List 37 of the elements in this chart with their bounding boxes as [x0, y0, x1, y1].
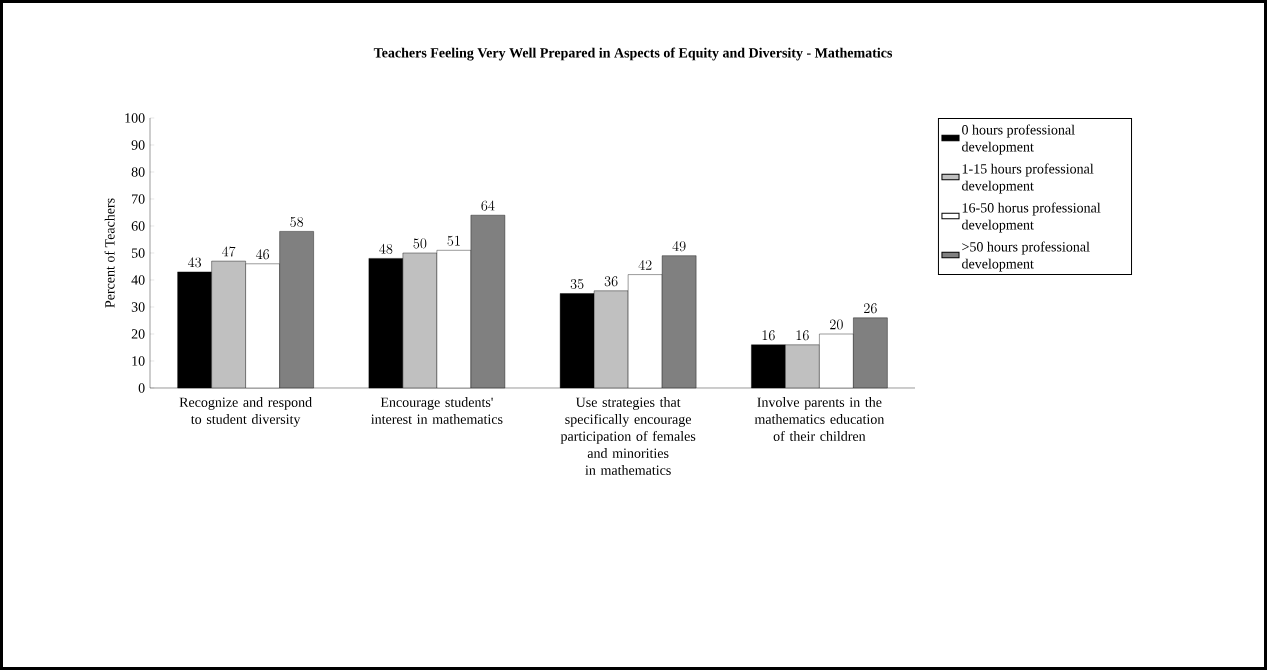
x-tick-label: Use strategies that specifically encourage participation of females and minorities in mathematics	[560, 397, 696, 475]
y-tick-label: 40	[131, 275, 145, 285]
y-tick-label: 60	[131, 221, 145, 231]
y-axis-title: Percent of Teachers	[104, 198, 115, 308]
y-tick-label: 50	[131, 248, 145, 258]
x-tick-label: Encourage students' interest in mathematics	[371, 397, 503, 424]
y-tick-label: 100	[125, 113, 145, 123]
y-tick-label: 0	[138, 383, 145, 393]
x-tick-label: Involve parents in the mathematics education of their children	[754, 397, 885, 441]
data-label: 20	[830, 319, 843, 330]
y-tick-label: 30	[131, 302, 145, 312]
y-tick-label: 10	[132, 356, 145, 366]
y-tick-label: 20	[131, 329, 145, 339]
data-label: 36	[604, 276, 618, 287]
data-label: 64	[481, 200, 495, 211]
x-tick-label: Recognize and respond to student diversity	[179, 397, 312, 427]
chart-title: Teachers Feeling Very Well Prepared in Aspects of Equity and Diversity - Mathematics	[373, 47, 893, 61]
data-label: 16	[796, 330, 809, 341]
data-label: 42	[638, 260, 652, 270]
legend-label: >50 hours professional development	[962, 241, 1090, 272]
data-label: 51	[447, 235, 460, 246]
data-label: 46	[255, 249, 270, 260]
data-label: 16	[762, 330, 775, 341]
data-label: 26	[864, 303, 877, 314]
y-tick-label: 80	[131, 167, 145, 177]
y-tick-label: 70	[132, 194, 145, 204]
data-label: 47	[221, 246, 236, 257]
data-label: 58	[290, 216, 304, 227]
legend-label: 0 hours professional development	[962, 124, 1075, 155]
y-tick-label: 90	[131, 140, 145, 150]
data-label: 35	[570, 279, 584, 289]
data-label: 49	[672, 241, 686, 252]
data-label: 43	[187, 257, 202, 268]
legend-label: 1-15 hours professional development	[962, 163, 1094, 194]
legend-label: 16-50 horus professional development	[962, 202, 1101, 233]
data-label: 48	[379, 243, 393, 254]
data-label: 50	[413, 238, 427, 249]
